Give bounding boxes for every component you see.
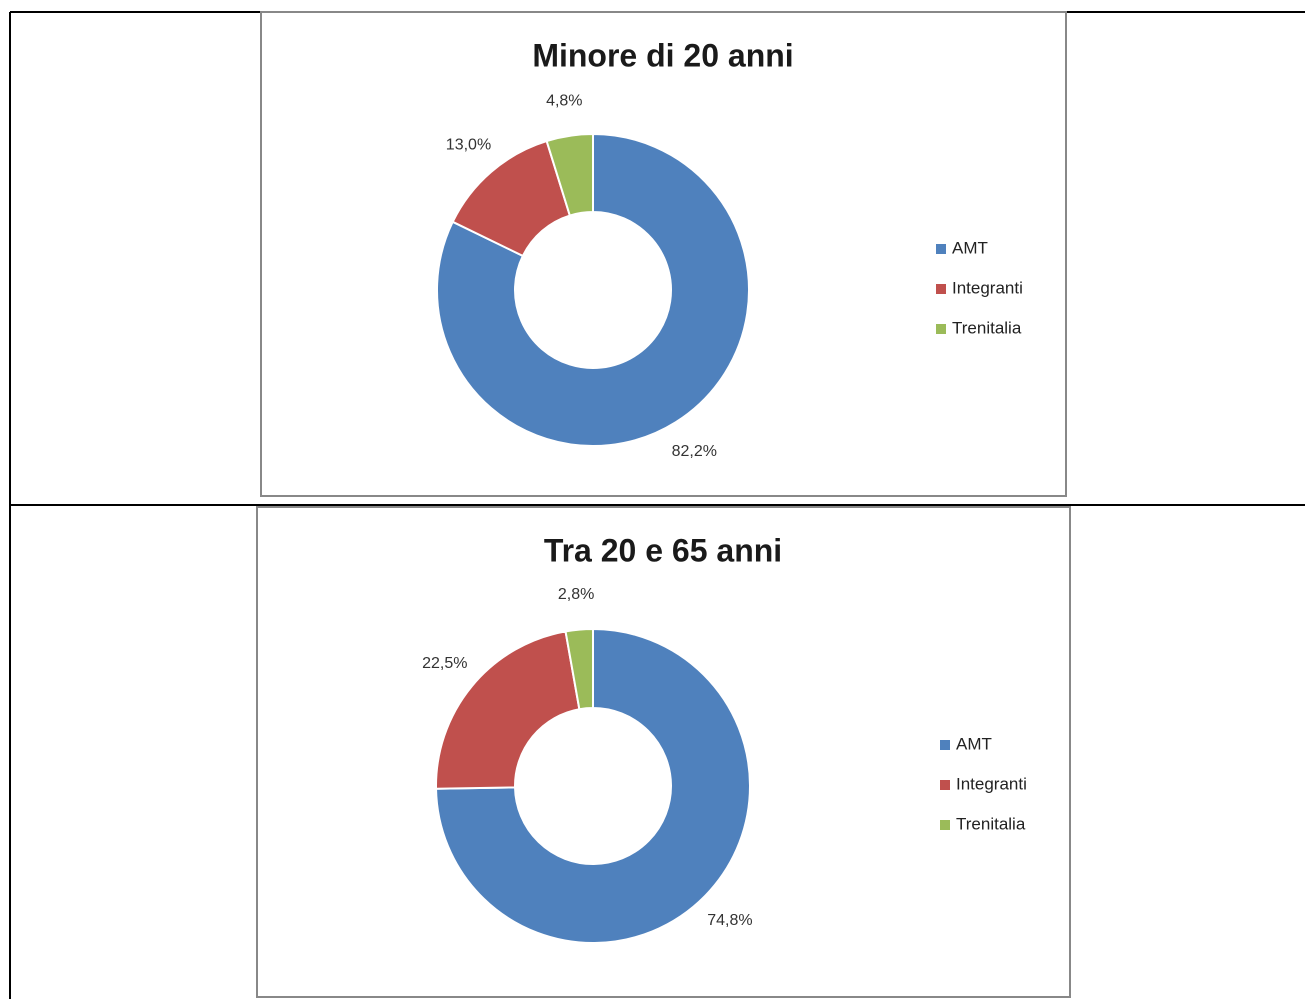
legend-swatch <box>936 324 946 334</box>
legend-label: Trenitalia <box>956 814 1026 833</box>
legend-swatch <box>940 780 950 790</box>
legend-swatch <box>936 244 946 254</box>
donut-slice <box>564 627 594 711</box>
legend-swatch <box>936 284 946 294</box>
legend-label: Trenitalia <box>952 318 1022 337</box>
chart-title: Tra 20 e 65 anni <box>544 532 782 568</box>
legend-label: Integranti <box>956 774 1027 793</box>
donut-slice <box>435 630 581 790</box>
legend-label: AMT <box>956 734 992 753</box>
data-label: 22,5% <box>422 655 467 672</box>
data-label: 2,8% <box>558 586 594 603</box>
data-label: 74,8% <box>707 912 752 929</box>
legend-swatch <box>940 740 950 750</box>
legend-label: AMT <box>952 238 988 257</box>
data-label: 13,0% <box>446 136 491 153</box>
data-label: 82,2% <box>672 443 717 460</box>
legend-label: Integranti <box>952 278 1023 297</box>
donut-slice <box>435 627 751 944</box>
data-label: 4,8% <box>546 92 582 109</box>
legend-swatch <box>940 820 950 830</box>
donut-slice <box>545 132 594 217</box>
chart-title: Minore di 20 anni <box>532 37 793 73</box>
donut-slice <box>436 132 750 447</box>
